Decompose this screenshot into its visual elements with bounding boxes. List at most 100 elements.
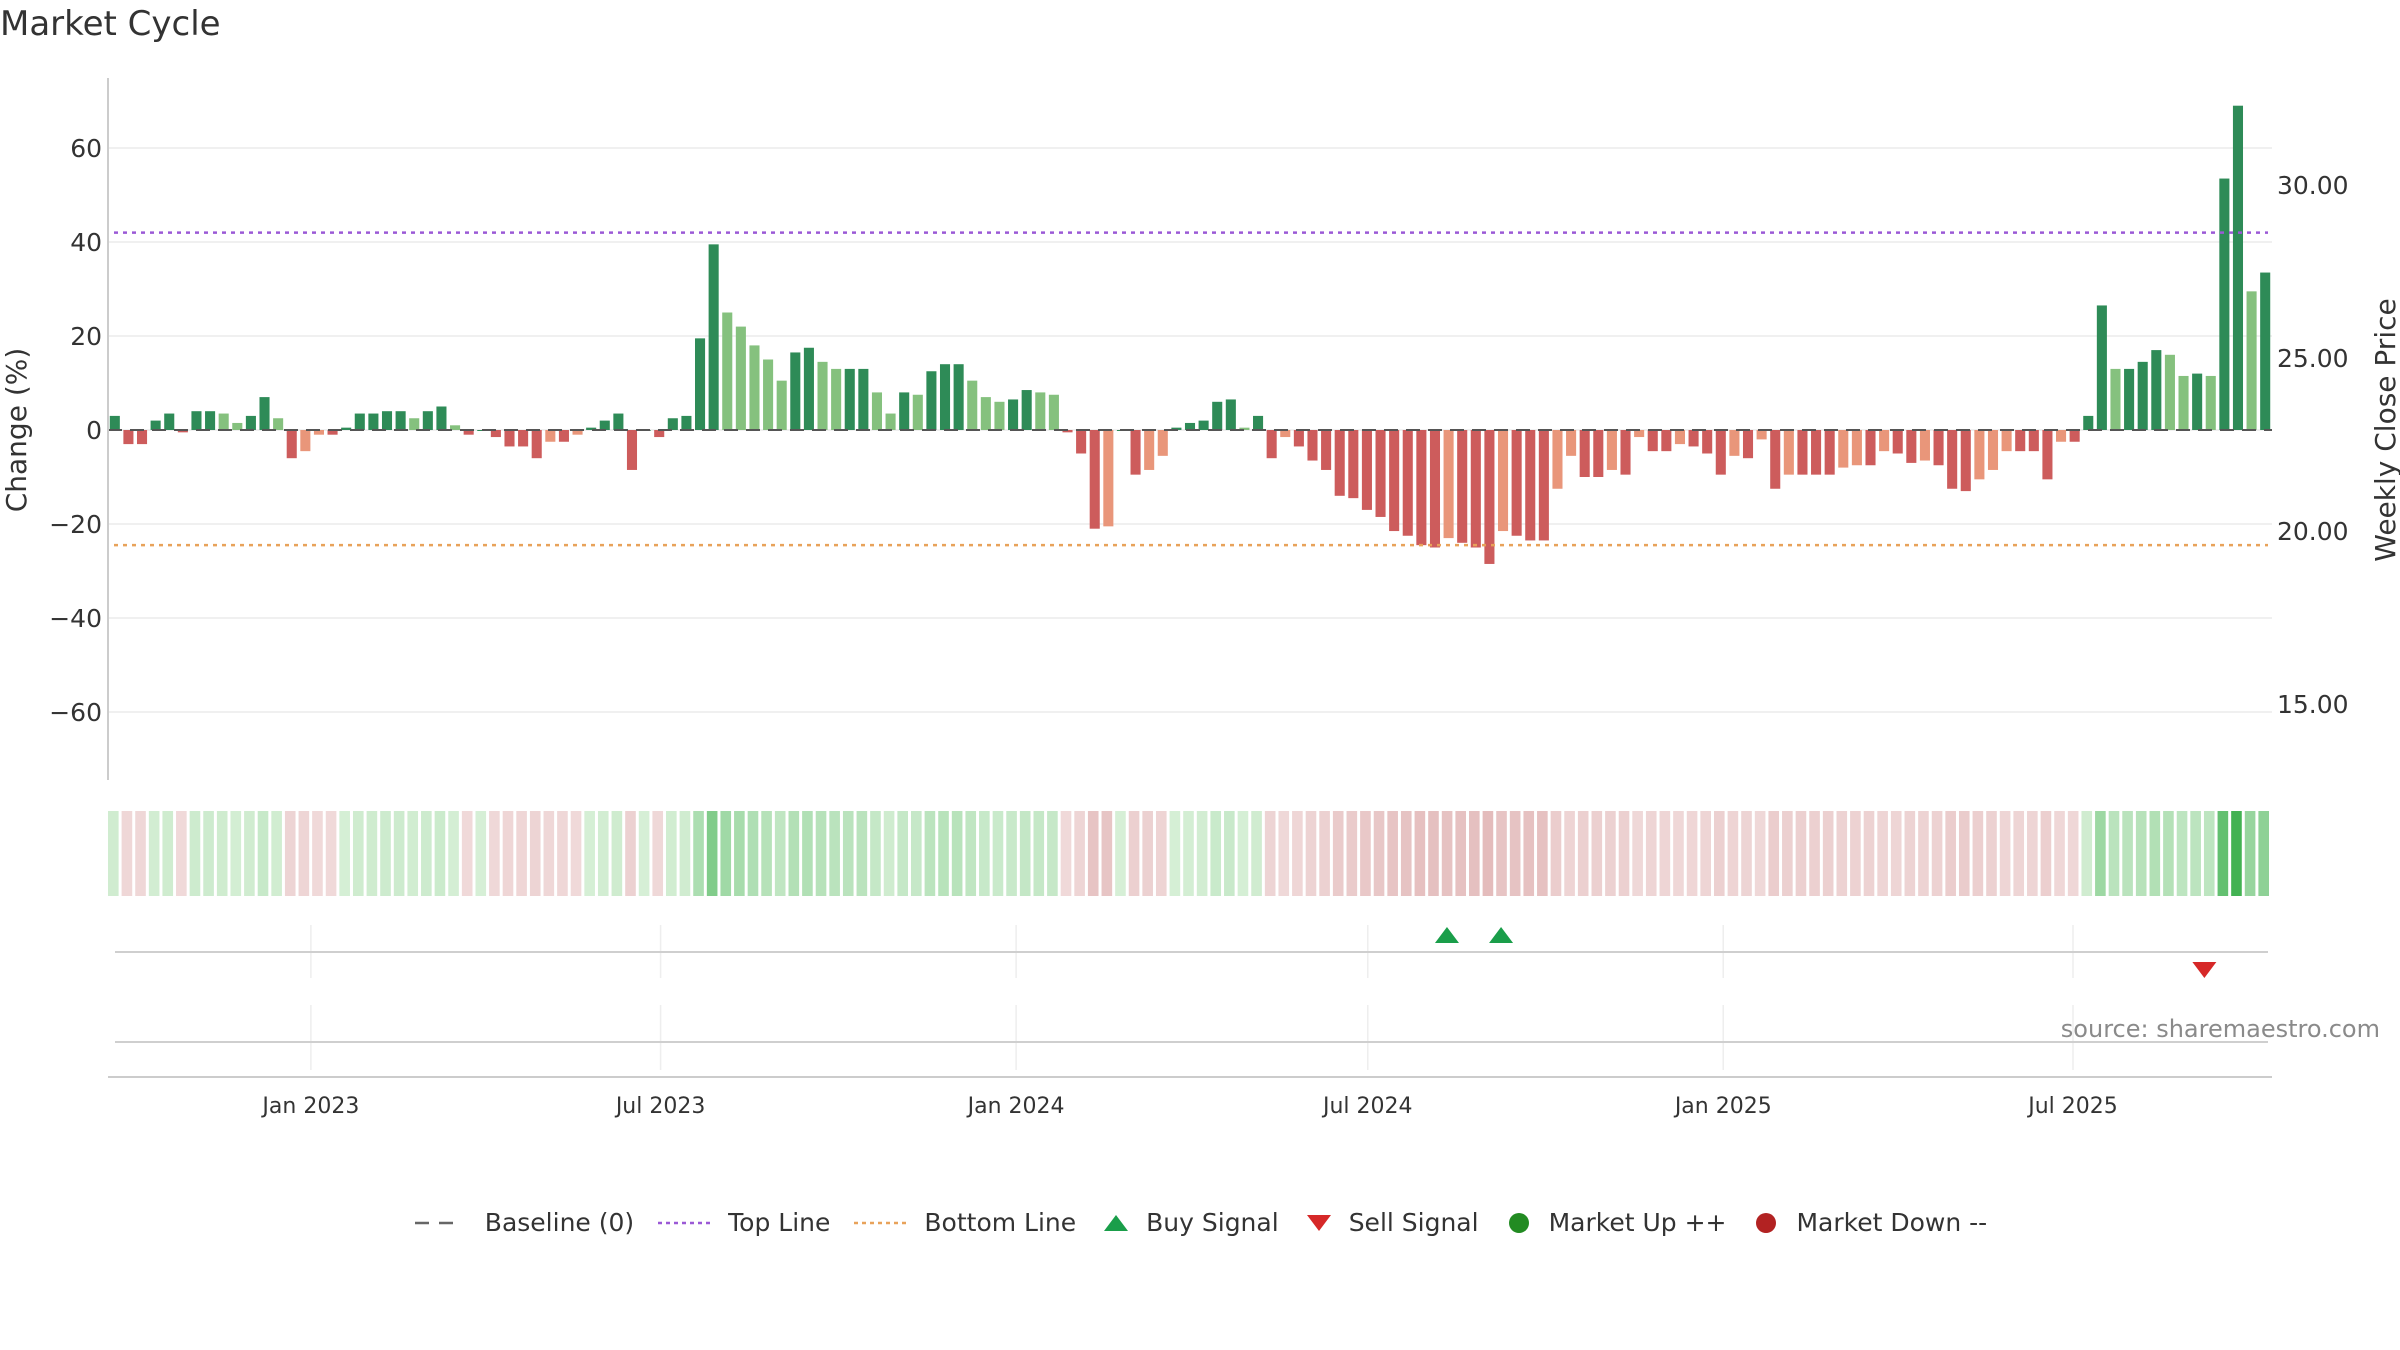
bar [1620, 430, 1631, 475]
bar [1688, 430, 1699, 447]
heat-cell [1564, 811, 1575, 896]
bar [899, 392, 910, 430]
bar [286, 430, 297, 459]
legend-item: Bottom Line [852, 1208, 1076, 1237]
heat-cell [148, 811, 160, 896]
bar [1851, 430, 1862, 466]
bar [1879, 430, 1890, 452]
bar [273, 418, 284, 430]
y-tick-label: 20 [70, 322, 102, 351]
heat-cell [1060, 811, 1072, 896]
heat-cell [2135, 811, 2147, 896]
bar [2001, 430, 2012, 452]
heat-cell [1850, 811, 1861, 896]
bar [2178, 375, 2189, 430]
heat-cell [2176, 811, 2188, 896]
bar [1906, 430, 1917, 463]
heat-cell [407, 811, 419, 896]
y-tick-label: −60 [49, 698, 102, 727]
heat-cell [176, 811, 187, 896]
heat-strip [108, 811, 2269, 896]
bar [1048, 394, 1059, 430]
bar [1566, 430, 1577, 456]
bar [926, 371, 937, 430]
bar [735, 326, 746, 430]
heat-cell [216, 811, 228, 896]
heat-cell [788, 811, 800, 896]
heat-cell [965, 811, 977, 896]
heat-cell [366, 811, 378, 896]
heat-cell [2054, 811, 2065, 896]
heat-cell [611, 811, 623, 896]
heat-cell [897, 811, 908, 896]
bar [150, 420, 161, 430]
heat-cell [1264, 811, 1276, 896]
bar [1008, 399, 1019, 430]
bar [1947, 430, 1958, 489]
bar [1198, 420, 1209, 430]
heat-cell [1822, 811, 1834, 896]
heat-cell [502, 811, 514, 896]
bar [1062, 430, 1073, 433]
bar [1742, 430, 1754, 459]
heat-cell [1986, 811, 1997, 896]
heat-cell [584, 811, 595, 896]
bar [1293, 430, 1304, 447]
bar [1429, 430, 1441, 548]
bar [1987, 430, 1999, 470]
heat-cell [2203, 811, 2215, 896]
bar [1021, 390, 1032, 430]
bar [1443, 430, 1454, 539]
heat-cell [1047, 811, 1058, 896]
heat-cell [1482, 811, 1494, 896]
y2-tick-label: 20.00 [2277, 517, 2349, 546]
legend-swatch-icon [414, 1221, 463, 1224]
bar [1702, 430, 1713, 454]
legend-swatch-icon [1104, 1214, 1129, 1231]
heat-cell [1074, 811, 1085, 896]
heat-cell [2231, 811, 2242, 896]
bar [1661, 430, 1672, 452]
heat-cell [1142, 811, 1153, 896]
heat-cell [938, 811, 949, 896]
bar [1824, 430, 1835, 475]
legend-item: Market Up ++ [1501, 1208, 1726, 1237]
bar [1457, 430, 1468, 543]
heat-cell [2258, 811, 2269, 896]
legend-label: Bottom Line [924, 1208, 1077, 1237]
bar [831, 368, 842, 430]
heat-cell [1727, 811, 1739, 896]
bar [1606, 430, 1617, 470]
heat-cell [1373, 811, 1385, 896]
bar [654, 430, 665, 438]
heat-cell [720, 811, 732, 896]
heat-cell [203, 811, 214, 896]
bar [2083, 415, 2094, 430]
bar [1171, 427, 1182, 430]
bar [1756, 430, 1767, 440]
bar-series [109, 105, 2271, 564]
heat-cell [2081, 811, 2093, 896]
legend-item: Buy Signal [1098, 1208, 1279, 1237]
bar [1266, 430, 1277, 459]
heat-cell [529, 811, 541, 896]
heat-cell [434, 811, 446, 896]
heat-cell [679, 811, 691, 896]
bar [1933, 430, 1944, 466]
bar [871, 392, 883, 430]
heat-cell [461, 811, 473, 896]
bar [2246, 291, 2257, 430]
heat-cell [298, 811, 310, 896]
bar [2137, 361, 2148, 430]
bar [1783, 430, 1794, 475]
bar [232, 422, 243, 430]
heat-cell [638, 811, 650, 896]
heat-cell [325, 811, 337, 896]
heat-cell [1741, 811, 1752, 896]
heat-cell [1877, 811, 1888, 896]
bar [490, 430, 501, 438]
bar [1593, 430, 1604, 477]
bar [2042, 430, 2053, 480]
heat-cell [271, 811, 282, 896]
bar [409, 418, 420, 430]
